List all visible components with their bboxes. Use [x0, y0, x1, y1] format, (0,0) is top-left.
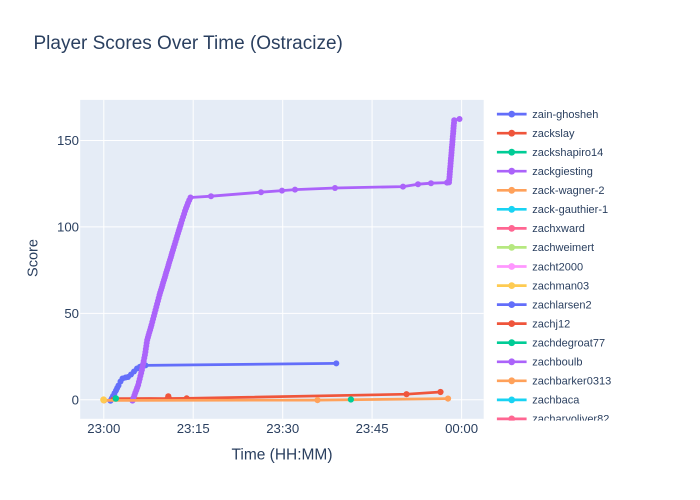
svg-text:100: 100	[57, 220, 79, 235]
svg-text:zacharyoliver82: zacharyoliver82	[532, 414, 609, 426]
svg-text:23:45: 23:45	[356, 421, 389, 436]
svg-text:zain-ghosheh: zain-ghosheh	[532, 109, 598, 121]
svg-text:23:00: 23:00	[87, 421, 120, 436]
svg-text:zackslay: zackslay	[532, 128, 575, 140]
svg-text:zachman03: zachman03	[532, 280, 589, 292]
svg-text:zack-wagner-2: zack-wagner-2	[532, 185, 604, 197]
svg-text:zachj12: zachj12	[532, 318, 570, 330]
svg-text:zackshapiro14: zackshapiro14	[532, 147, 603, 159]
svg-text:zack-gauthier-1: zack-gauthier-1	[532, 204, 608, 216]
svg-text:150: 150	[57, 133, 79, 148]
svg-text:Time (HH:MM): Time (HH:MM)	[231, 447, 332, 464]
svg-text:00:00: 00:00	[445, 421, 478, 436]
svg-text:23:30: 23:30	[266, 421, 299, 436]
svg-text:zachdegroat77: zachdegroat77	[532, 338, 605, 350]
svg-text:zachboulb: zachboulb	[532, 357, 582, 369]
svg-text:zacht2000: zacht2000	[532, 261, 583, 273]
svg-text:zachxward: zachxward	[532, 223, 585, 235]
svg-text:zachbarker0313: zachbarker0313	[532, 376, 611, 388]
svg-text:0: 0	[72, 393, 79, 408]
svg-text:50: 50	[64, 306, 79, 321]
svg-text:zackgiesting: zackgiesting	[532, 166, 593, 178]
svg-text:23:15: 23:15	[177, 421, 210, 436]
svg-text:zachlarsen2: zachlarsen2	[532, 299, 591, 311]
svg-text:Score: Score	[26, 239, 42, 277]
svg-text:zachbaca: zachbaca	[532, 395, 580, 407]
svg-text:zachweimert: zachweimert	[532, 242, 594, 254]
svg-text:Player Scores Over Time (Ostra: Player Scores Over Time (Ostracize)	[34, 33, 343, 54]
